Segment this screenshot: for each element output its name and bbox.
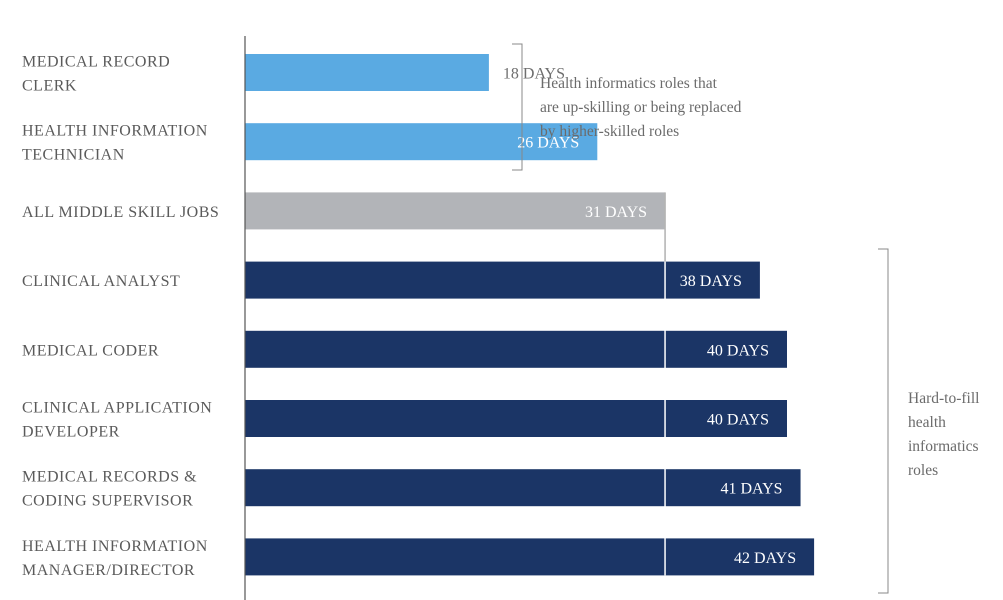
hard-to-fill-bracket: [878, 248, 889, 594]
bar-4: [245, 261, 760, 299]
hard-to-fill-annotation: Hard-to-fill health informatics roles: [908, 390, 979, 479]
bar-8: [245, 538, 815, 576]
category-label: MEDICAL RECORD CLERK: [22, 54, 170, 95]
value-label: 40 DAYS: [707, 412, 769, 429]
category-label: MEDICAL CODER: [22, 342, 159, 359]
value-label: 38 DAYS: [680, 273, 742, 290]
bars-layer: 18 DAYS 26 DAYS 31 DAYS 38 DAYS 40 DAYS 40 DA…: [244, 36, 815, 600]
category-label: MEDICAL RECORDS & CODING SUPERVISOR: [22, 469, 197, 510]
bar-5: [245, 330, 787, 368]
bar-3: [245, 192, 666, 230]
upskilling-annotation: Health informatics roles that are up-skil…: [540, 75, 742, 140]
value-label: 41 DAYS: [720, 481, 782, 498]
category-labels: MEDICAL RECORD CLERK HEALTH INFORMATION TEC…: [22, 54, 219, 579]
value-label: 31 DAYS: [585, 204, 647, 221]
value-label: 26 DAYS: [517, 135, 579, 152]
category-label: CLINICAL APPLICATION DEVELOPER: [22, 400, 212, 441]
category-label: CLINICAL ANALYST: [22, 273, 180, 290]
bar-6: [245, 400, 787, 437]
value-label: 40 DAYS: [707, 342, 769, 359]
bar-1: [245, 54, 489, 91]
annotations: Health informatics roles that are up-skil…: [512, 43, 979, 594]
category-label: ALL MIDDLE SKILL JOBS: [22, 204, 219, 221]
category-label: HEALTH INFORMATION MANAGER/DIRECTOR: [22, 538, 208, 579]
value-label: 42 DAYS: [734, 550, 796, 567]
value-label: 18 DAYS: [503, 66, 565, 83]
bar-2: [245, 123, 598, 161]
bar-7: [245, 469, 801, 507]
upskilling-bracket: [512, 43, 523, 171]
category-label: HEALTH INFORMATION TECHNICIAN: [22, 123, 208, 164]
